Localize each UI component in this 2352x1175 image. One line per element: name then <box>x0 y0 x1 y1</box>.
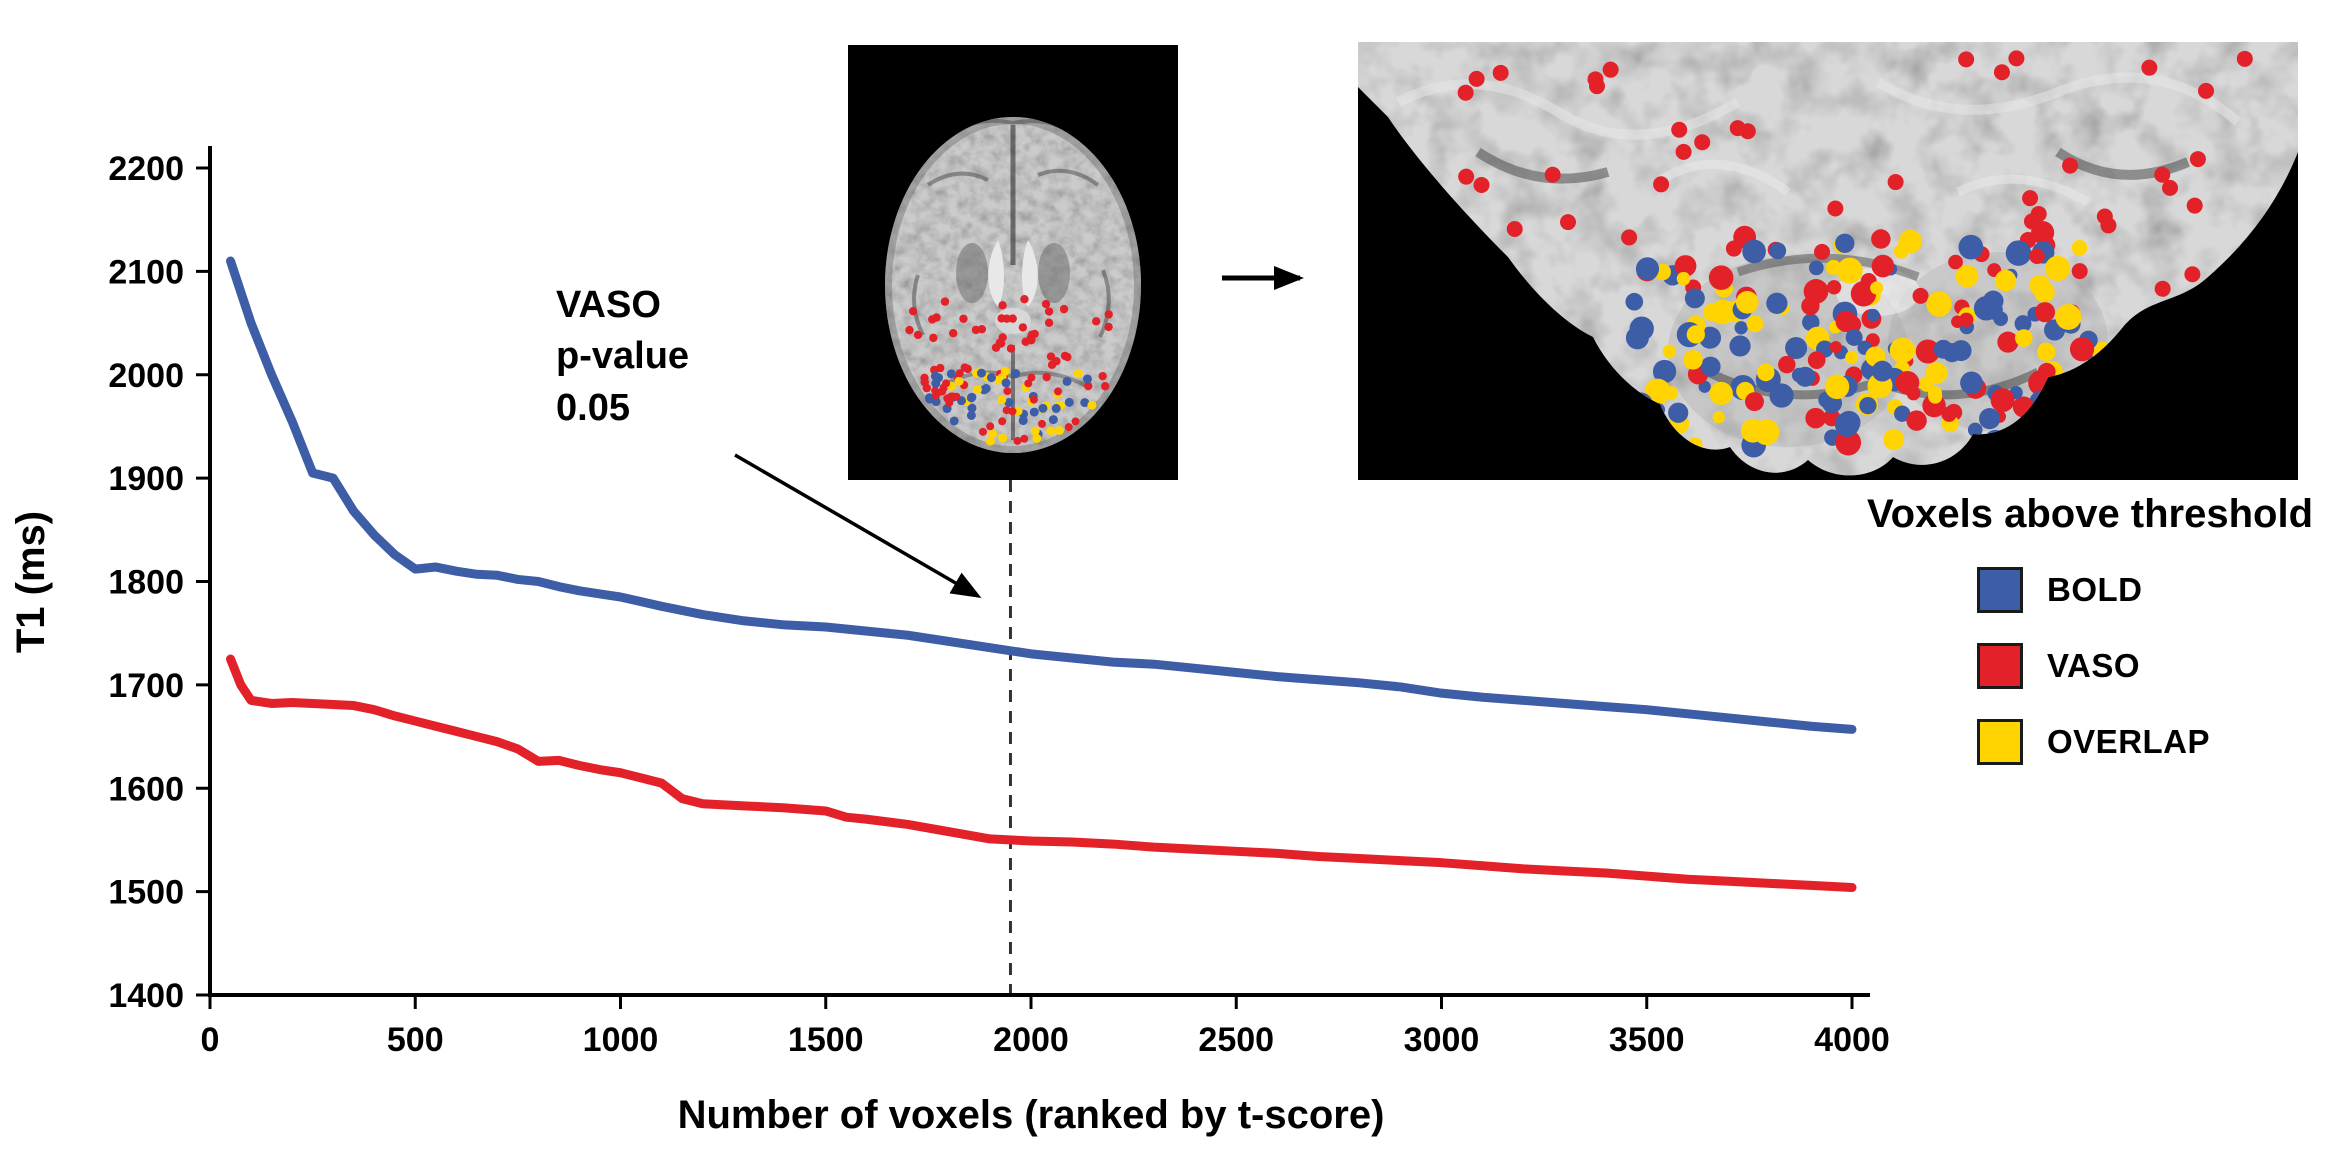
legend: Voxels above threshold BOLD VASO OVERLAP <box>1850 492 2330 765</box>
inset-voxel-dots <box>905 295 1113 446</box>
legend-item-bold: BOLD <box>1850 567 2330 613</box>
legend-item-overlap: OVERLAP <box>1850 719 2330 765</box>
x-tick-label: 4000 <box>1814 1021 1890 1059</box>
brain-tissue <box>885 117 1141 453</box>
y-tick-label: 1400 <box>108 977 184 1015</box>
y-tick-label: 1800 <box>108 564 184 602</box>
x-tick-label: 2000 <box>993 1021 1069 1059</box>
x-tick-label: 2500 <box>1198 1021 1274 1059</box>
brain-inset-image <box>848 45 1178 480</box>
x-tick-label: 3000 <box>1404 1021 1480 1059</box>
legend-item-vaso: VASO <box>1850 643 2330 689</box>
y-tick-label: 1700 <box>108 667 184 705</box>
legend-title: Voxels above threshold <box>1866 492 2314 536</box>
y-axis-label: T1 (ms) <box>9 511 53 653</box>
y-tick-label: 2200 <box>108 150 184 188</box>
y-tick-label: 1600 <box>108 770 184 808</box>
y-tick-label: 2000 <box>108 357 184 395</box>
x-tick-label: 1500 <box>788 1021 864 1059</box>
brain-zoom-image <box>1358 42 2298 480</box>
overlap-label: OVERLAP <box>2047 723 2211 760</box>
x-axis-label: Number of voxels (ranked by t-score) <box>678 1093 1385 1137</box>
vaso-label: VASO <box>2047 647 2141 684</box>
bold-label: BOLD <box>2047 571 2143 608</box>
y-tick-label: 1900 <box>108 460 184 498</box>
x-tick-label: 1000 <box>583 1021 659 1059</box>
x-tick-label: 0 <box>201 1021 220 1059</box>
x-tick-label: 500 <box>387 1021 444 1059</box>
y-tick-label: 2100 <box>108 253 184 291</box>
x-tick-label: 3500 <box>1609 1021 1685 1059</box>
y-tick-label: 1500 <box>108 874 184 912</box>
series-bold <box>226 256 1857 734</box>
threshold-annotation: VASO p-value 0.05 <box>556 284 690 429</box>
bold-swatch <box>1977 567 2023 613</box>
overlap-swatch <box>1977 719 2023 765</box>
series-vaso <box>226 654 1857 892</box>
vaso-swatch <box>1977 643 2023 689</box>
